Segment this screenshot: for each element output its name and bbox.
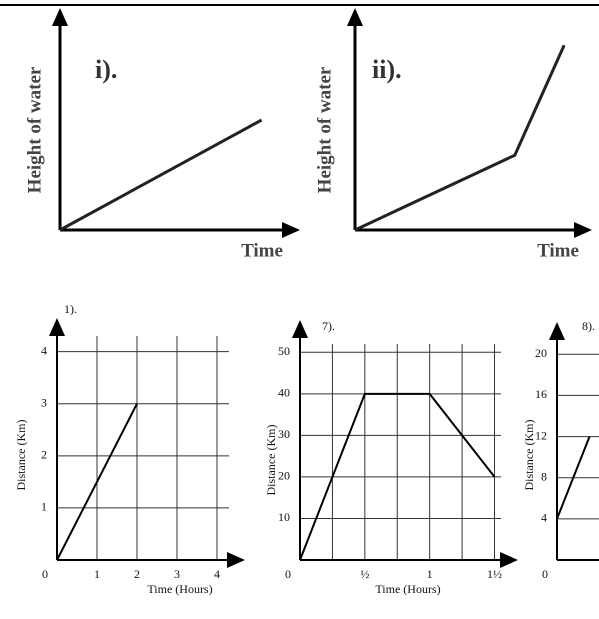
y-tick-label: 16: [535, 387, 547, 401]
y-arrow: [347, 8, 363, 26]
y-tick-label: 1: [41, 500, 47, 514]
y-tick-label: 30: [278, 427, 290, 441]
y-tick-label: 12: [535, 428, 547, 442]
data-line: [354, 44, 566, 232]
x-axis-label: Time: [537, 240, 579, 261]
chart-title: i).: [95, 55, 117, 84]
x-axis-label: Time (Hours): [147, 582, 212, 596]
y-axis-label: Distance (Km): [264, 425, 278, 496]
y-axis-label: Distance (Km): [14, 420, 28, 491]
chart-title: ii).: [372, 55, 402, 84]
x-tick-label: 3: [174, 567, 180, 581]
x-arrow: [227, 552, 245, 568]
y-tick-label: 40: [278, 386, 290, 400]
x-tick-label: 0: [542, 567, 548, 581]
y-tick-label: 10: [278, 510, 290, 524]
y-arrow: [549, 322, 565, 340]
x-tick-label: 1: [427, 567, 433, 581]
x-tick-label: 2: [134, 567, 140, 581]
x-tick-label: 1: [94, 567, 100, 581]
x-arrow: [282, 222, 300, 238]
chart-title: 7).: [322, 319, 335, 333]
chart-title: 1).: [64, 302, 77, 316]
x-tick-label: 0: [42, 567, 48, 581]
y-axis-label: Height of water: [314, 66, 335, 193]
x-arrow: [574, 222, 592, 238]
y-tick-label: 3: [41, 395, 47, 409]
chart-title: 8).: [582, 319, 595, 333]
y-tick-label: 2: [41, 448, 47, 462]
y-arrow: [292, 320, 308, 338]
x-arrow: [500, 552, 518, 568]
y-arrow: [52, 8, 68, 26]
y-tick-label: 4: [541, 511, 547, 525]
y-arrow: [49, 318, 65, 336]
y-tick-label: 20: [278, 469, 290, 483]
y-axis-label: Distance (Km): [522, 420, 536, 491]
data-line: [59, 118, 263, 232]
x-tick-label: ½: [360, 567, 369, 581]
data-line: [299, 392, 496, 561]
data-line: [56, 403, 138, 561]
x-tick-label: 1½: [487, 567, 502, 581]
x-tick-label: 0: [285, 567, 291, 581]
y-axis-label: Height of water: [24, 66, 45, 193]
data-line: [556, 436, 591, 520]
x-axis-label: Time (Hours): [375, 582, 440, 596]
y-tick-label: 8: [541, 469, 547, 483]
x-axis-label: Time: [241, 240, 283, 261]
y-tick-label: 20: [535, 346, 547, 360]
x-tick-label: 4: [214, 567, 220, 581]
y-tick-label: 50: [278, 344, 290, 358]
y-tick-label: 4: [41, 343, 47, 357]
